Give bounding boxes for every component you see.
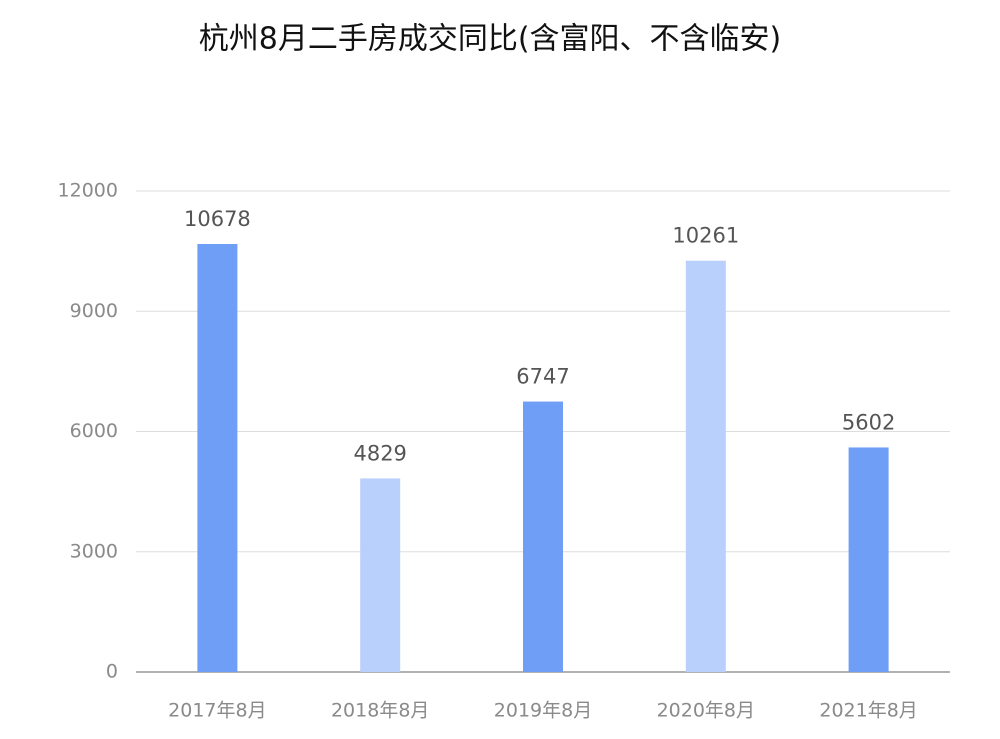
bar <box>523 401 563 672</box>
value-label: 4829 <box>353 441 406 465</box>
bar <box>197 243 238 672</box>
x-tick-label: 2019年8月 <box>494 700 592 722</box>
value-label: 10678 <box>184 207 251 231</box>
y-tick-label: 3000 <box>70 540 118 562</box>
x-tick-label: 2021年8月 <box>819 700 917 722</box>
value-label: 5602 <box>842 410 895 434</box>
y-tick-label: 12000 <box>58 180 118 202</box>
y-tick-label: 0 <box>106 661 118 683</box>
bar <box>848 447 889 672</box>
value-label: 10261 <box>672 224 739 248</box>
x-tick-label: 2017年8月 <box>168 700 266 722</box>
bar <box>360 478 401 672</box>
value-label: 6747 <box>516 365 569 389</box>
y-tick-label: 9000 <box>70 300 118 322</box>
x-tick-label: 2018年8月 <box>331 700 429 722</box>
chart-title: 杭州8月二手房成交同比(含富阳、不含临安) <box>199 22 782 57</box>
y-tick-label: 6000 <box>70 420 118 442</box>
x-tick-label: 2020年8月 <box>657 700 755 722</box>
bar <box>685 260 726 672</box>
